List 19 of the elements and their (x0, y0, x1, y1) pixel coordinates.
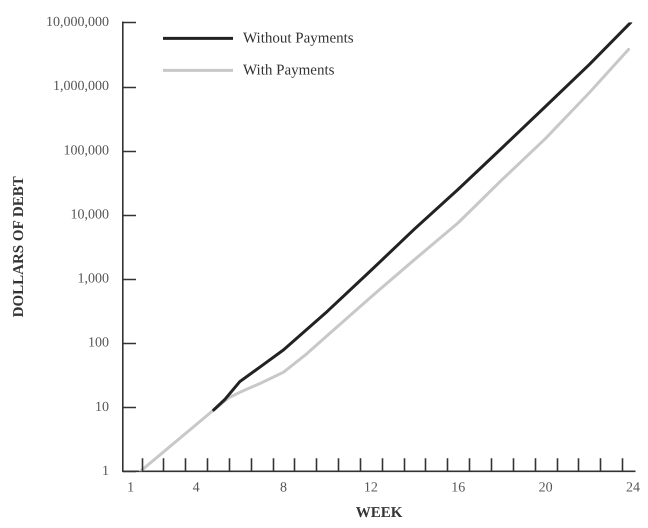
x-axis-title: WEEK (356, 504, 403, 521)
x-tick-label: 20 (538, 480, 553, 496)
y-tick-label: 10,000,000 (46, 15, 109, 30)
x-tick-label: 24 (626, 480, 640, 496)
x-tick-label: 8 (280, 480, 288, 496)
x-tick-label: 1 (127, 480, 134, 496)
y-tick-label: 100 (88, 336, 109, 351)
y-tick-label: 1 (102, 464, 109, 479)
legend-label: With Payments (243, 62, 335, 78)
x-tick-label: 16 (451, 480, 466, 496)
x-tick-label: 12 (364, 480, 378, 496)
y-tick-label: 10,000 (70, 207, 109, 222)
y-axis-title: DOLLARS OF DEBT (10, 176, 27, 318)
y-tick-label: 10 (95, 400, 109, 415)
x-tick-label: 4 (192, 480, 200, 496)
legend-label: Without Payments (243, 30, 354, 46)
y-tick-label: 1,000,000 (53, 79, 109, 94)
y-tick-label: 1,000 (78, 272, 109, 287)
y-tick-label: 100,000 (64, 143, 109, 158)
